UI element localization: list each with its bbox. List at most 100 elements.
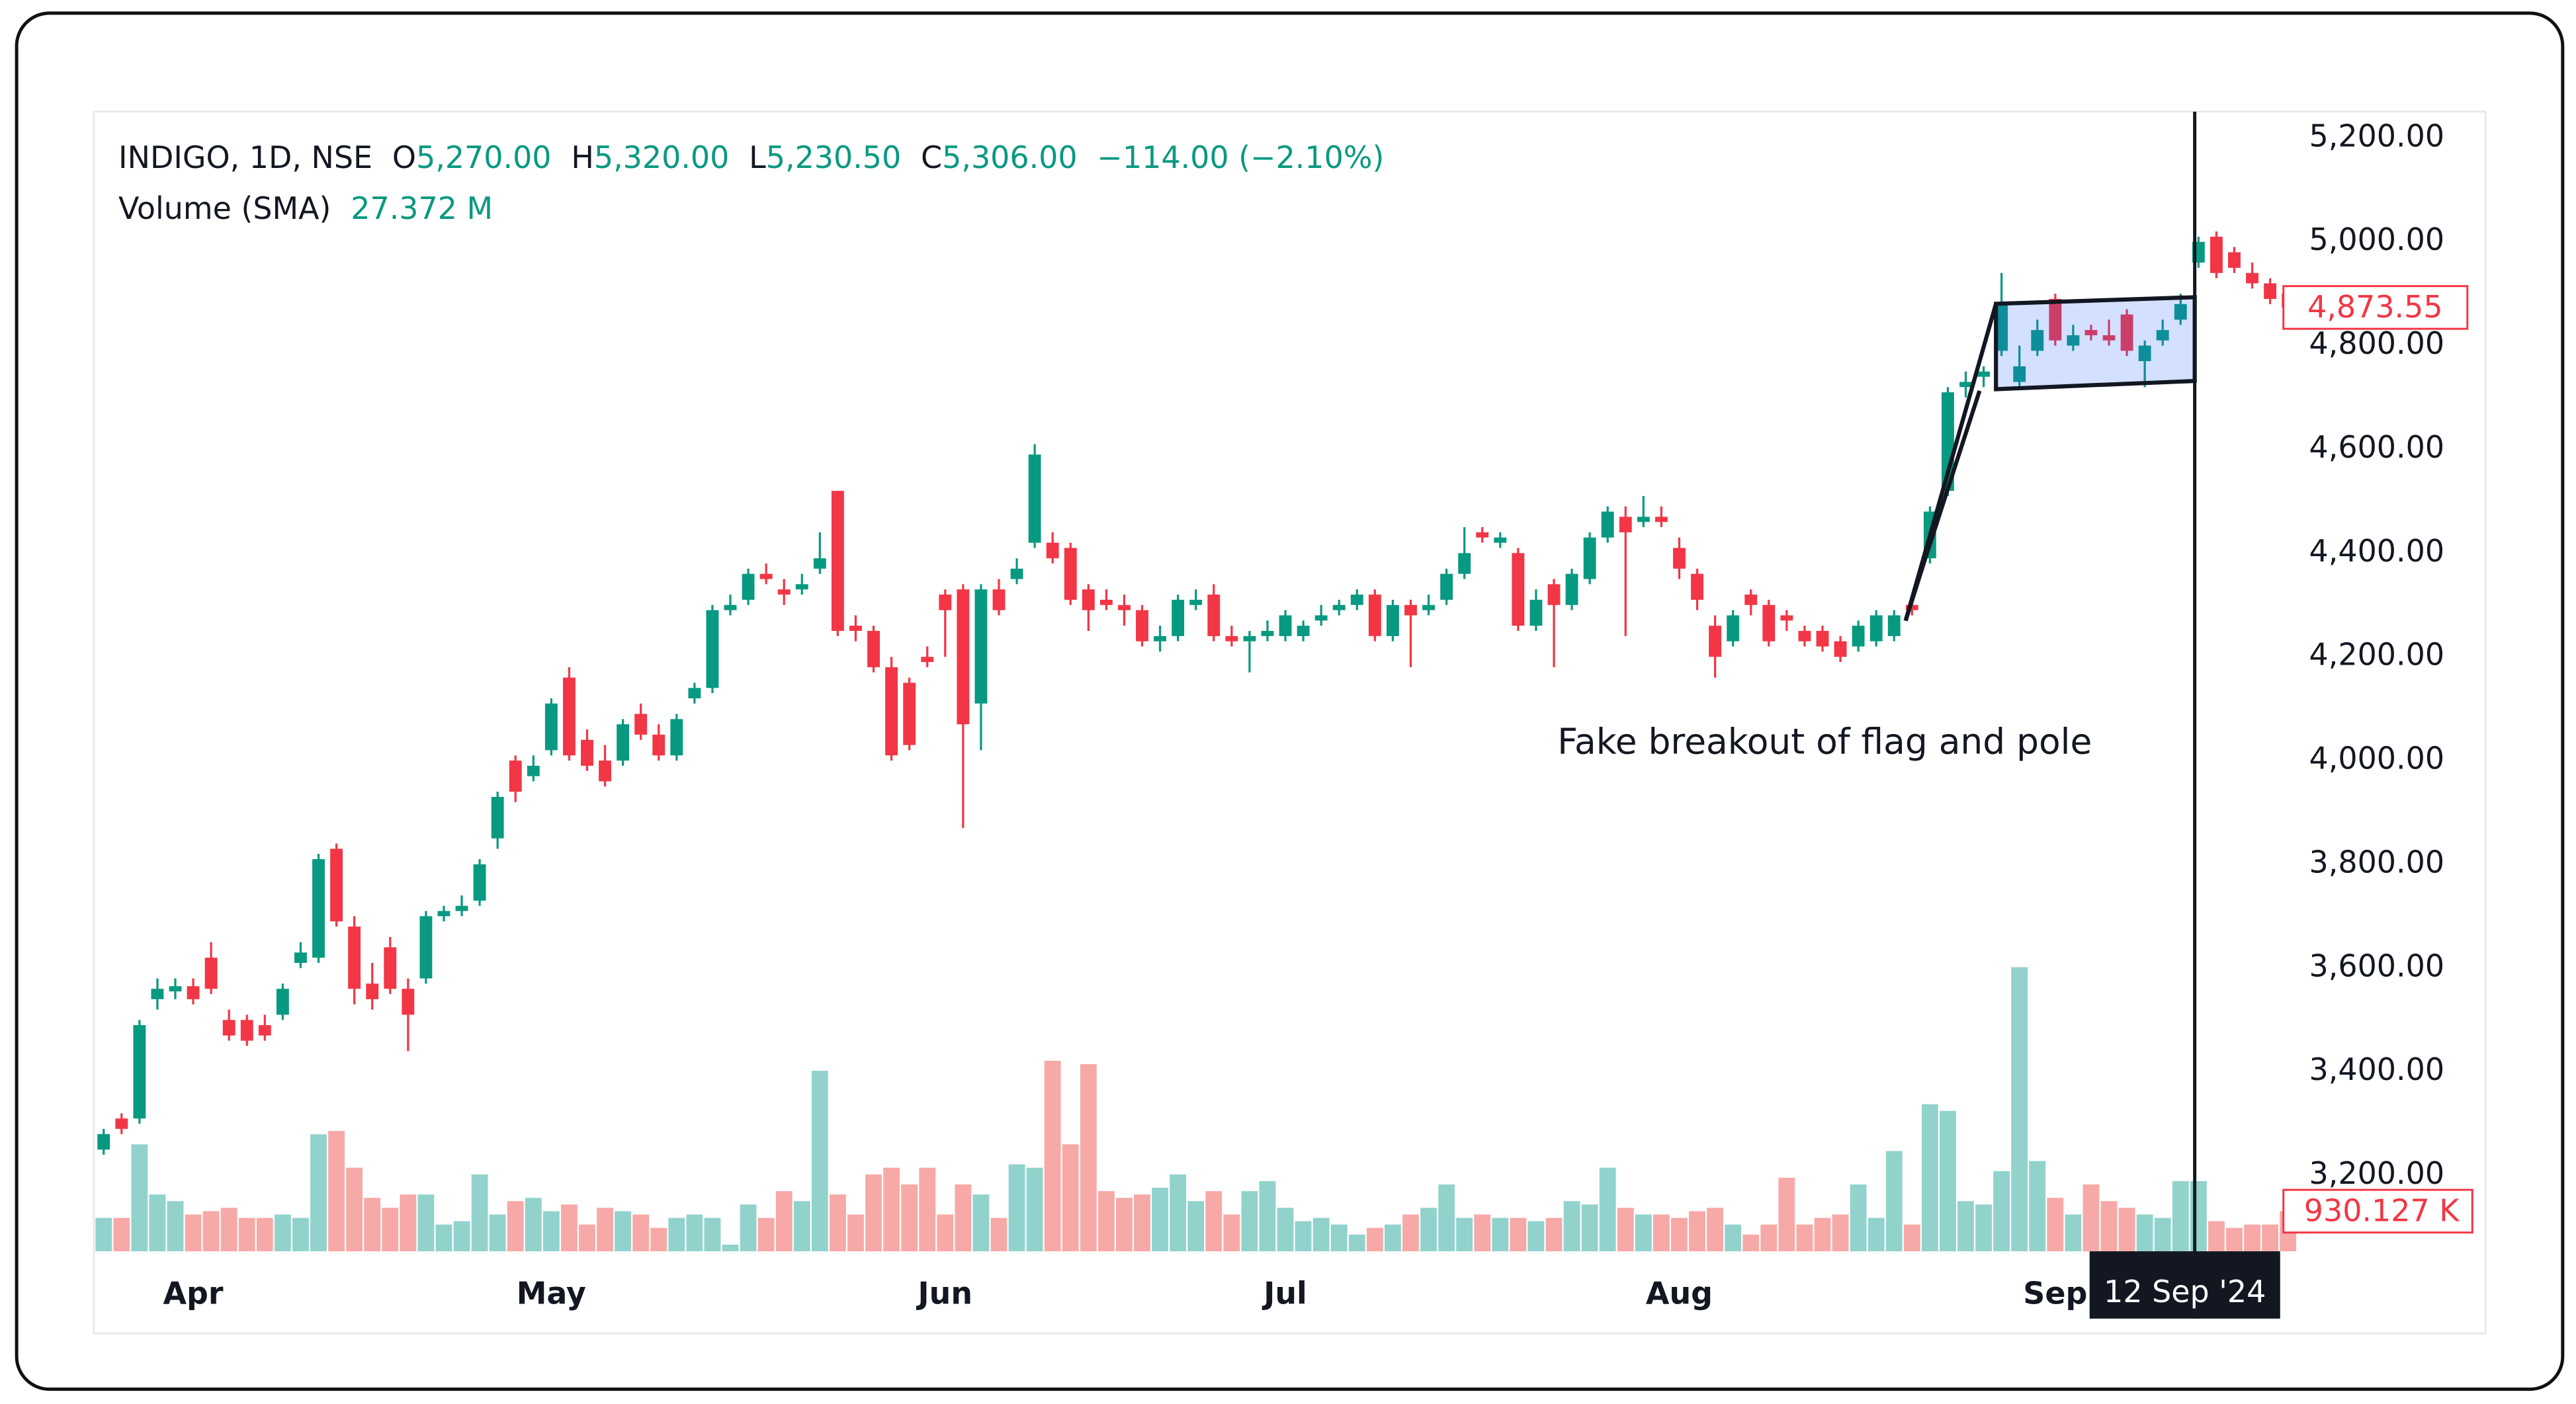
volume-bar [185,1214,202,1252]
volume-bar [400,1194,417,1252]
candle-body [1977,371,1991,377]
volume-bar [1940,1110,1956,1252]
candle-body [330,848,343,922]
candle-body [562,677,576,756]
candle-body [97,1134,110,1150]
volume-bar [167,1201,184,1252]
price-label-box [2282,285,2469,330]
volume-bar [793,1201,810,1252]
y-tick-label: 3,600.00 [2309,948,2444,983]
candle-body [1959,382,1972,388]
chart-pane [93,110,2487,1335]
volume-bar [1563,1201,1580,1252]
candle-body [133,1025,146,1119]
volume-bar [95,1218,112,1252]
volume-bar [1223,1214,1240,1252]
annotation: Fake breakout of flag and pole [1557,720,2092,762]
volume-bar [955,1184,972,1252]
volume-bar [829,1194,846,1252]
y-tick-label: 3,800.00 [2309,844,2444,880]
y-tick-label: 3,400.00 [2309,1052,2444,1087]
candle-body [527,765,540,776]
candle-body [1529,599,1543,626]
candle-body [312,859,325,958]
volume-bar [990,1218,1008,1252]
candle-body [258,1025,271,1036]
volume-bar [1097,1191,1115,1252]
volume-bar [2244,1224,2260,1252]
candle-body [1709,626,1722,657]
ohlc-label: H [571,139,594,175]
candle-body [1637,516,1650,522]
flag-box [1994,295,2197,392]
volume-bar [1259,1180,1276,1252]
candle-body [169,986,182,992]
volume-bar [1527,1221,1545,1252]
candle-body [222,1020,236,1036]
x-tick-label: Aug [1646,1276,1713,1311]
volume-bar [2208,1221,2225,1252]
candle-body [706,610,719,688]
candle-body [581,739,593,766]
volume-bar [238,1218,255,1252]
volume-bar [901,1184,918,1252]
candle-body [419,916,433,979]
volume-bar [1707,1208,1724,1252]
candle-body [759,573,773,579]
candle-body [1762,604,1776,641]
candle-body [992,589,1006,610]
x-tick-label: Jul [1262,1276,1307,1311]
volume-bar [2100,1201,2118,1252]
x-tick-label: Jun [916,1276,972,1311]
ohlc-value: 5,306.00 [942,139,1078,175]
candle-body [1565,573,1578,605]
candle-body [1798,630,1811,641]
candle-body [1350,595,1363,605]
candle-body [1583,537,1596,579]
volume-bar [2262,1224,2279,1252]
candle-body [1422,604,1435,610]
candle-body [1601,511,1614,538]
volume-bar [1295,1221,1312,1252]
y-tick-label: 3,200.00 [2309,1155,2444,1191]
volume-bar [220,1208,237,1252]
volume-bar [1492,1218,1509,1252]
candle-body [813,558,826,569]
candle-body [348,927,361,989]
symbol: INDIGO, 1D, NSE [118,139,372,175]
volume-bar [1760,1224,1778,1252]
candle-body [2138,345,2151,362]
candle-body [1261,630,1274,636]
volume-bar [1814,1218,1831,1252]
volume-bar [579,1224,595,1252]
x-tick-label: Sep [2023,1276,2087,1311]
volume-bar [310,1134,327,1252]
volume-bar [2082,1184,2100,1252]
volume-bar [202,1211,220,1252]
volume-bar [1653,1214,1670,1252]
volume-bar [1993,1171,2010,1252]
y-tick-label: 4,000.00 [2309,741,2444,776]
volume-bar [1241,1191,1258,1252]
candle-body [1654,516,1668,522]
volume-bar [1868,1218,1885,1252]
volume-bar [1599,1167,1616,1252]
volume-bar [113,1218,130,1252]
volume-bar [1080,1064,1097,1252]
candle-body [276,989,289,1015]
price-label: 4,873.55 [2307,289,2442,325]
volume-bar [1742,1234,1760,1252]
axis-labels: 4,873.55 930.127 K [2282,285,2473,1234]
volume-bar [668,1218,685,1252]
volume-bar [1044,1061,1061,1252]
candle-body [115,1118,128,1129]
candle-body [2246,272,2258,284]
volume-bar [1348,1234,1365,1252]
candle-body [455,905,468,911]
volume-bar [1170,1174,1187,1252]
candle-body [366,983,379,999]
candle-body [1314,615,1328,621]
candle-body [1082,589,1095,610]
volume-bar [937,1214,954,1252]
